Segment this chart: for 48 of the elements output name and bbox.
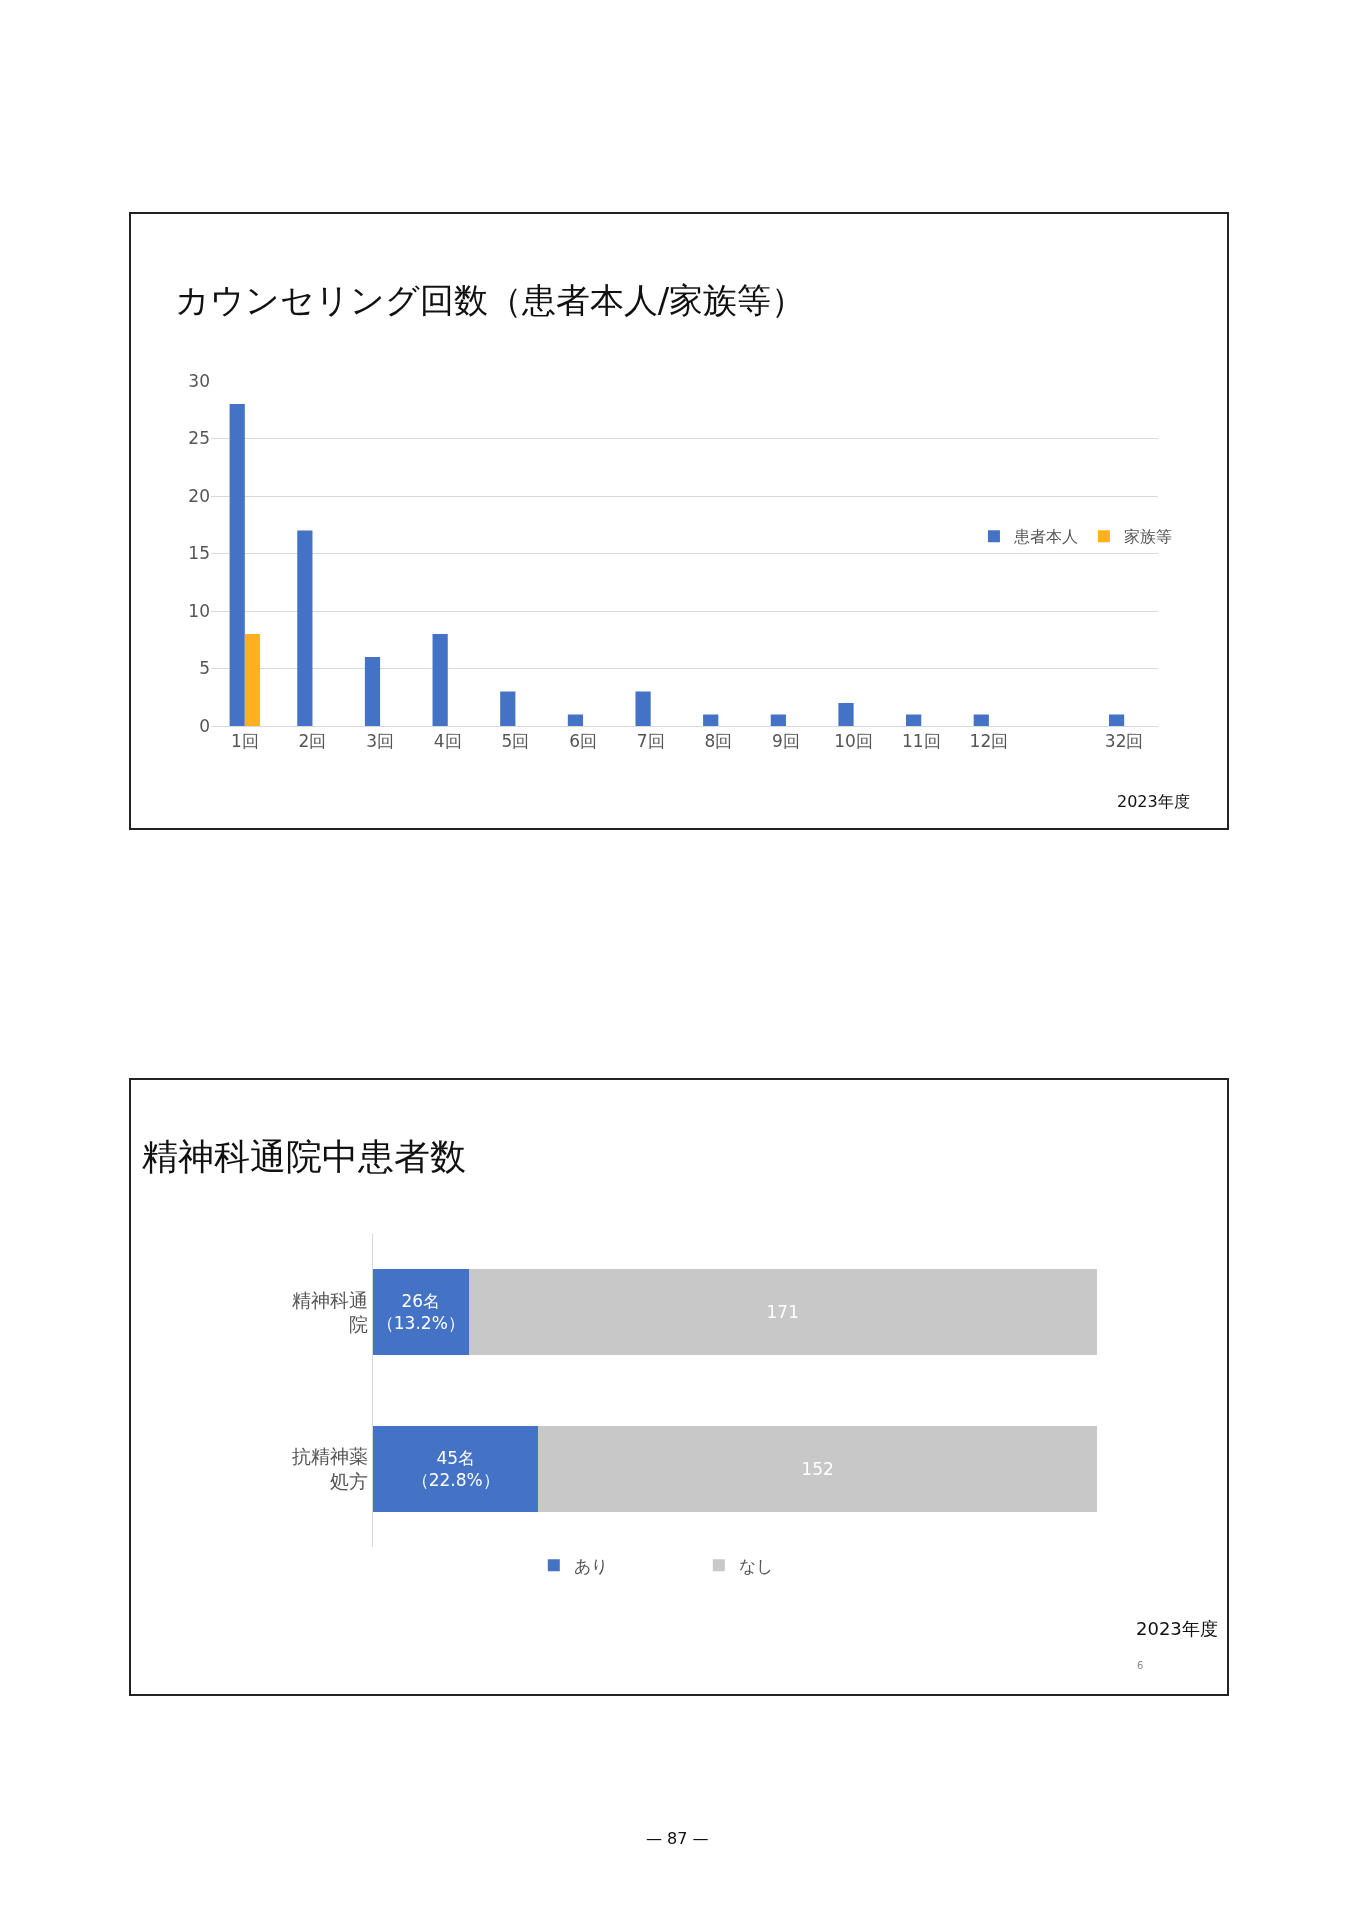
data-label: 45名（22.8%） — [411, 1447, 500, 1490]
bar — [703, 714, 719, 726]
x-tick-label: 1回 — [230, 731, 259, 752]
y-tick-label: 25 — [188, 428, 210, 449]
x-tick-label: 7回 — [636, 731, 665, 752]
bar — [297, 530, 313, 726]
chart-title: カウンセリング回数（患者本人/家族等） — [174, 279, 806, 320]
bar — [635, 691, 651, 726]
text: 6 — [1137, 1660, 1144, 1671]
x-tick-label: 12回 — [969, 731, 1009, 752]
text: — 87 — — [646, 1829, 709, 1848]
y-tick-label: 0 — [199, 715, 210, 736]
y-tick-label: 15 — [188, 543, 210, 564]
bar — [973, 714, 989, 726]
x-tick-label: 9回 — [772, 731, 800, 752]
bar — [244, 634, 261, 726]
bar — [432, 634, 448, 726]
text: 2023年度 — [1117, 792, 1190, 811]
bar — [500, 691, 516, 726]
bar — [567, 714, 584, 726]
y-tick-label: 10 — [188, 600, 210, 621]
legend-label: なし — [738, 1555, 773, 1576]
chart-title: 精神科通院中患者数 — [141, 1135, 466, 1177]
legend-label: あり — [573, 1555, 608, 1576]
y-tick-label: 抗精神薬処方 — [292, 1445, 369, 1492]
y-tick-label: 精神科通院 — [292, 1288, 369, 1336]
x-tick-label: 32回 — [1104, 731, 1144, 752]
legend-label: 家族等 — [1123, 527, 1172, 547]
bar — [364, 657, 381, 726]
text: 2023年度 — [1136, 1618, 1218, 1639]
x-tick-label: 3回 — [366, 731, 395, 752]
x-tick-label: 4回 — [433, 731, 462, 752]
y-tick-label: 5 — [199, 658, 210, 679]
bar — [906, 714, 922, 726]
legend-label: 患者本人 — [1012, 527, 1078, 547]
bar — [229, 404, 245, 726]
y-tick-label: 20 — [188, 485, 210, 506]
y-tick-label: 30 — [188, 370, 210, 391]
x-tick-label: 8回 — [704, 731, 733, 752]
data-label: 26名（13.2%） — [376, 1291, 465, 1334]
x-tick-label: 6回 — [569, 731, 597, 752]
x-tick-label: 10回 — [834, 731, 873, 752]
bar — [1108, 714, 1125, 726]
bar — [770, 714, 786, 726]
x-tick-label: 2回 — [298, 731, 327, 752]
x-tick-label: 5回 — [501, 731, 530, 752]
x-tick-label: 11回 — [901, 731, 941, 752]
bar — [838, 703, 854, 726]
